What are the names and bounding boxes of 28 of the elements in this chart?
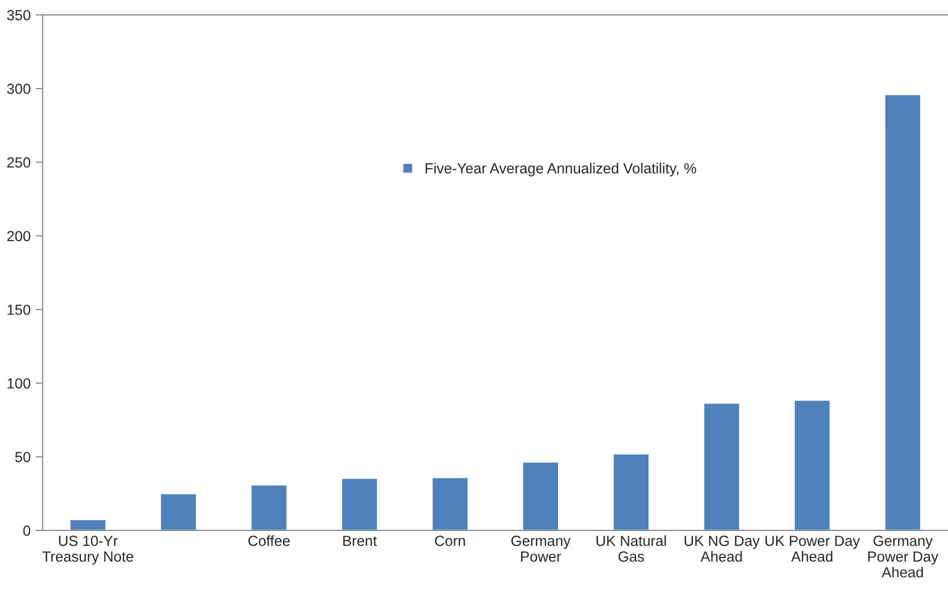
x-tick-label: UK Natural Gas: [596, 535, 666, 562]
bar: [250, 484, 288, 530]
x-tick-label: Germany Power: [511, 536, 571, 562]
bar: [522, 461, 560, 530]
x-tick-label: Corn: [435, 536, 465, 546]
x-tick-label: Brent: [343, 536, 377, 546]
bar: [612, 453, 650, 530]
y-tick-label: 100: [8, 378, 30, 389]
bar: [793, 399, 831, 530]
y-tick-label: 300: [7, 84, 30, 94]
x-tick-label: Germany Power Day Ahead: [868, 536, 938, 578]
bar: [431, 476, 469, 530]
x-tick-label: Coffee: [248, 535, 290, 546]
bar: [340, 477, 378, 530]
bar: [884, 94, 922, 530]
legend-label: Five-Year Average Annualized Volatility, %: [426, 162, 696, 176]
y-tick-label: 0: [23, 526, 30, 536]
y-tick-label: 200: [7, 230, 30, 242]
x-tick-label: US 10-Yr Treasury Note: [42, 536, 134, 565]
y-tick-label: 150: [8, 304, 30, 315]
x-tick-label: UK Power Day Ahead: [766, 536, 860, 562]
y-tick-label: 350: [7, 10, 30, 20]
bar: [702, 402, 740, 530]
y-tick-label: 50: [15, 452, 30, 462]
bar: [160, 492, 198, 530]
x-tick-label: UK NG Day Ahead: [684, 536, 760, 562]
bar: [69, 518, 107, 530]
y-tick-label: 250: [7, 157, 30, 168]
